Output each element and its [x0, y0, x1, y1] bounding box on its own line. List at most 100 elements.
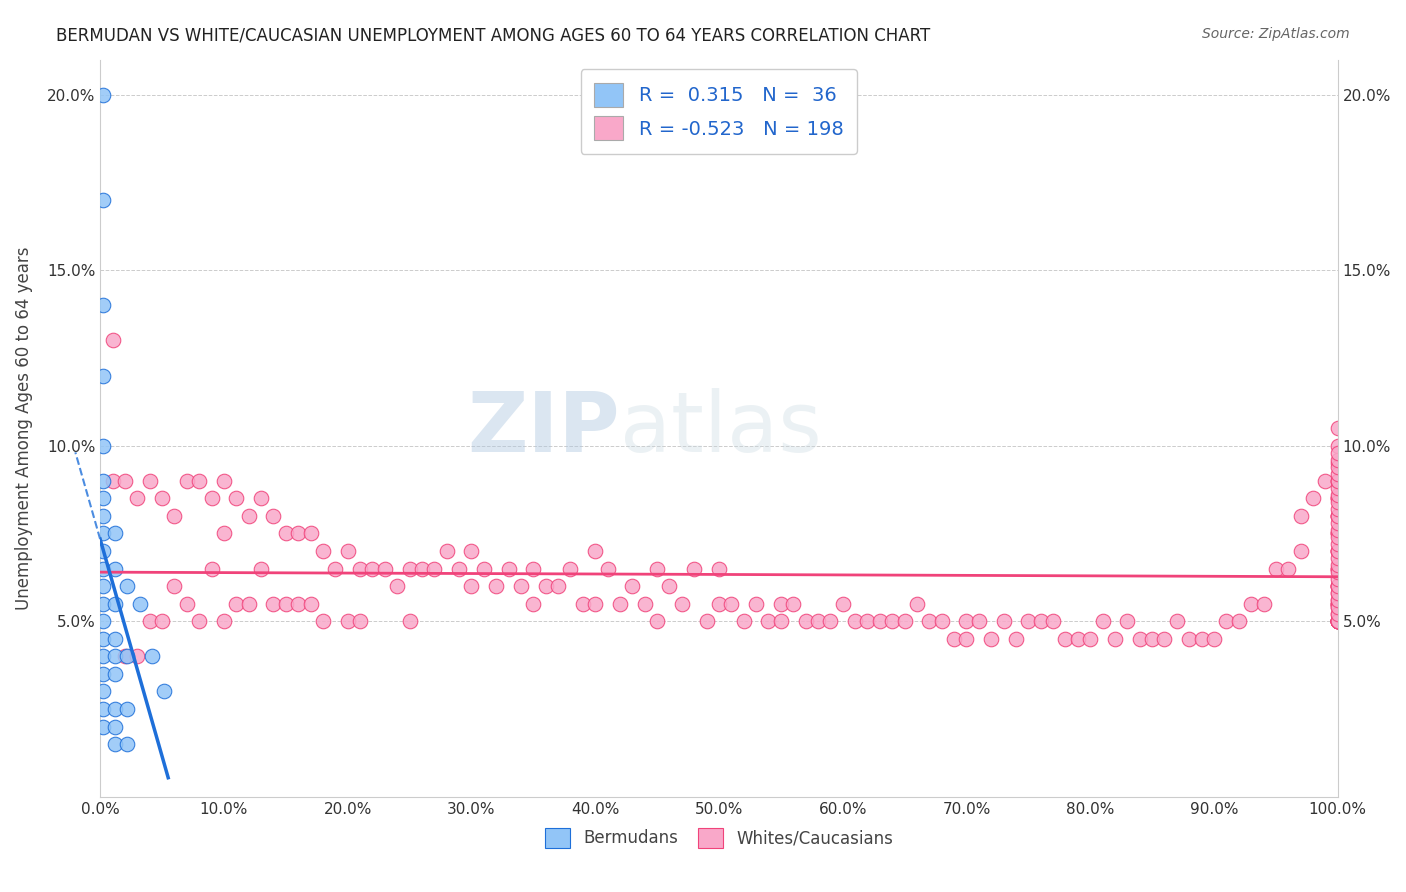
Point: [1326, 586, 1348, 600]
Point: [104, 737, 127, 751]
Point: [1326, 523, 1348, 537]
Point: [91, 579, 114, 593]
Point: [1326, 593, 1348, 607]
Point: [91, 597, 114, 611]
Point: [91, 614, 114, 628]
Point: [250, 491, 273, 506]
Point: [1326, 502, 1348, 516]
Point: [1326, 600, 1348, 615]
Point: [572, 597, 595, 611]
Point: [1326, 614, 1348, 628]
Point: [1326, 474, 1348, 488]
Point: [1326, 491, 1348, 506]
Point: [1166, 614, 1188, 628]
Point: [1326, 537, 1348, 551]
Point: [1326, 474, 1348, 488]
Point: [1326, 607, 1348, 622]
Point: [621, 579, 644, 593]
Point: [91, 298, 114, 312]
Point: [287, 597, 309, 611]
Point: [104, 649, 127, 664]
Point: [101, 474, 124, 488]
Point: [534, 579, 557, 593]
Point: [1326, 544, 1348, 558]
Point: [1326, 439, 1348, 453]
Point: [1326, 597, 1348, 611]
Point: [117, 702, 139, 716]
Point: [1326, 579, 1348, 593]
Point: [485, 579, 508, 593]
Point: [1326, 600, 1348, 615]
Point: [1202, 632, 1225, 646]
Point: [212, 474, 235, 488]
Point: [856, 614, 879, 628]
Point: [91, 720, 114, 734]
Point: [312, 614, 335, 628]
Point: [782, 597, 804, 611]
Point: [1326, 561, 1348, 575]
Point: [683, 561, 706, 575]
Point: [583, 597, 606, 611]
Point: [299, 526, 322, 541]
Point: [560, 561, 582, 575]
Point: [658, 579, 681, 593]
Point: [831, 597, 853, 611]
Point: [1326, 508, 1348, 523]
Point: [882, 614, 904, 628]
Point: [918, 614, 941, 628]
Point: [1326, 614, 1348, 628]
Point: [794, 614, 817, 628]
Point: [1264, 561, 1286, 575]
Point: [91, 193, 114, 207]
Point: [1326, 614, 1348, 628]
Point: [1326, 491, 1348, 506]
Point: [1005, 632, 1028, 646]
Point: [1326, 516, 1348, 530]
Point: [509, 579, 531, 593]
Point: [498, 561, 520, 575]
Point: [758, 614, 780, 628]
Point: [114, 474, 136, 488]
Point: [943, 632, 966, 646]
Point: [1253, 597, 1275, 611]
Point: [374, 561, 396, 575]
Point: [104, 666, 127, 681]
Point: [91, 368, 114, 383]
Point: [967, 614, 990, 628]
Point: [312, 544, 335, 558]
Point: [1326, 474, 1348, 488]
Point: [262, 597, 284, 611]
Point: [745, 597, 768, 611]
Point: [336, 544, 359, 558]
Point: [905, 597, 928, 611]
Point: [1326, 551, 1348, 566]
Point: [336, 614, 359, 628]
Point: [1017, 614, 1039, 628]
Point: [1116, 614, 1139, 628]
Point: [645, 561, 668, 575]
Point: [225, 491, 247, 506]
Point: [1326, 565, 1348, 579]
Point: [104, 632, 127, 646]
Point: [212, 614, 235, 628]
Point: [398, 561, 420, 575]
Point: [1326, 614, 1348, 628]
Point: [696, 614, 718, 628]
Point: [1067, 632, 1090, 646]
Point: [212, 526, 235, 541]
Text: ZIP: ZIP: [467, 388, 620, 468]
Point: [349, 561, 371, 575]
Point: [1326, 452, 1348, 467]
Point: [163, 579, 186, 593]
Point: [423, 561, 446, 575]
Point: [91, 439, 114, 453]
Point: [117, 649, 139, 664]
Point: [1326, 579, 1348, 593]
Point: [188, 614, 211, 628]
Point: [447, 561, 470, 575]
Point: [299, 597, 322, 611]
Point: [150, 491, 173, 506]
Point: [1326, 558, 1348, 572]
Point: [844, 614, 866, 628]
Point: [1315, 474, 1337, 488]
